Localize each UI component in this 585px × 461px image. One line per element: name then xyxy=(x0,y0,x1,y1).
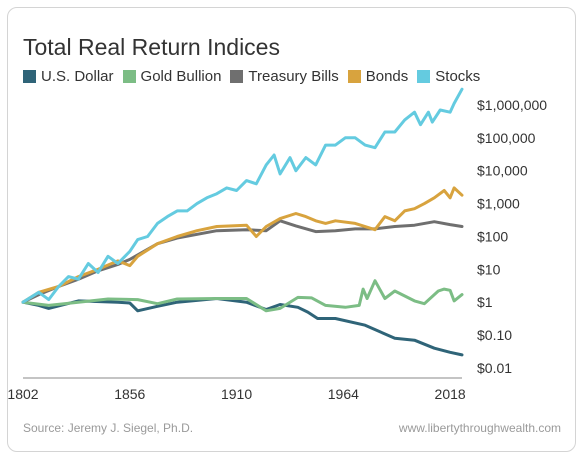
y-tick-label: $0.01 xyxy=(477,360,512,376)
x-tick-label: 2018 xyxy=(435,386,466,402)
legend-label: Gold Bullion xyxy=(140,68,222,85)
legend-item-treasury-bills: Treasury Bills xyxy=(230,68,339,85)
series-line-bonds xyxy=(21,186,464,304)
y-tick-label: $10 xyxy=(477,261,501,277)
legend: U.S. Dollar Gold Bullion Treasury Bills … xyxy=(23,68,480,85)
chart-title: Total Real Return Indices xyxy=(23,34,280,60)
legend-item-us-dollar: U.S. Dollar xyxy=(23,68,114,85)
legend-item-stocks: Stocks xyxy=(417,68,480,85)
legend-label: U.S. Dollar xyxy=(41,68,114,85)
y-tick-label: $100,000 xyxy=(477,130,536,146)
legend-item-bonds: Bonds xyxy=(347,68,409,85)
source-note: Source: Jeremy J. Siegel, Ph.D. xyxy=(23,421,194,435)
legend-label: Treasury Bills xyxy=(248,68,339,85)
y-tick-label: $10,000 xyxy=(477,163,528,179)
legend-swatch xyxy=(230,70,244,83)
series-line-stocks xyxy=(21,87,464,304)
legend-swatch xyxy=(23,70,36,83)
y-tick-label: $100 xyxy=(477,228,508,244)
y-tick-label: $1 xyxy=(477,294,493,310)
legend-label: Stocks xyxy=(435,68,481,85)
series-line-gold-bullion xyxy=(21,279,464,313)
series-line-treasury-bills xyxy=(21,219,464,304)
x-tick-label: 1910 xyxy=(221,386,252,402)
series-line-u-s-dollar xyxy=(21,297,464,357)
legend-swatch xyxy=(417,70,431,83)
y-tick-label: $0.10 xyxy=(477,327,512,343)
legend-swatch xyxy=(122,70,136,83)
x-tick-label: 1802 xyxy=(7,386,38,402)
website-link[interactable]: www.libertythroughwealth.com xyxy=(398,421,561,435)
legend-swatch xyxy=(347,70,361,83)
legend-item-gold-bullion: Gold Bullion xyxy=(122,68,222,85)
x-tick-label: 1856 xyxy=(114,386,145,402)
x-tick-label: 1964 xyxy=(328,386,359,402)
y-tick-label: $1,000 xyxy=(477,196,520,212)
y-tick-label: $1,000,000 xyxy=(477,97,547,113)
legend-label: Bonds xyxy=(365,68,409,85)
